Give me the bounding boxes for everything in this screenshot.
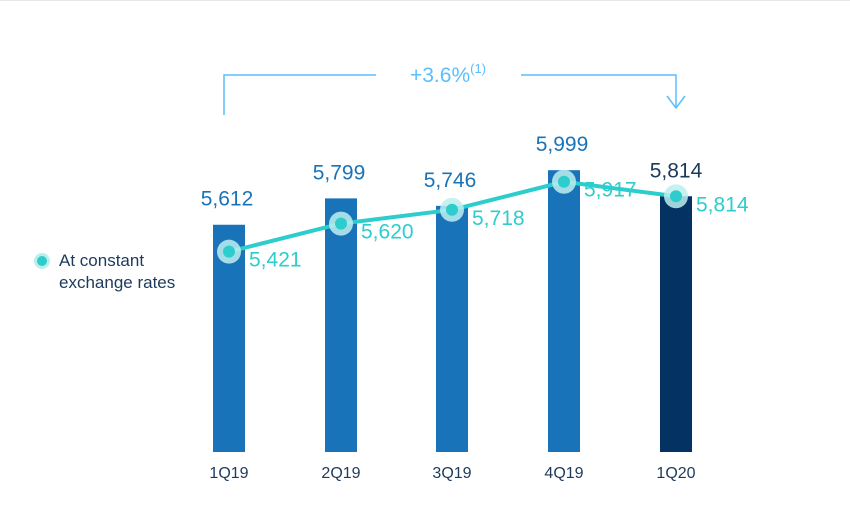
x-tick-label: 4Q19: [544, 465, 583, 482]
growth-annotation: +3.6%(1): [410, 61, 486, 87]
bar-value-label: 5,999: [536, 133, 589, 156]
bar-value-label: 5,612: [201, 188, 254, 211]
bar-value-label: 5,799: [313, 161, 366, 184]
line-value-label: 5,620: [361, 221, 414, 244]
bar-4q19: [548, 170, 580, 452]
x-tick-label: 1Q19: [209, 465, 248, 482]
top-divider: [0, 0, 850, 1]
growth-annotation-footnote: (1): [470, 61, 486, 76]
annotation-arrow-icon: [666, 95, 686, 109]
legend-label: At constant exchange rates: [59, 251, 176, 292]
line-point: [670, 190, 682, 203]
bar-value-label: 5,746: [424, 169, 477, 192]
legend: At constant exchange rates: [34, 250, 184, 294]
bar-value-label: 5,814: [650, 159, 703, 182]
line-value-label: 5,421: [249, 249, 302, 272]
bar-3q19: [436, 205, 468, 452]
line-value-label: 5,718: [472, 207, 525, 230]
bar-2q19: [325, 198, 357, 452]
x-tick-label: 1Q20: [656, 465, 695, 482]
x-tick-label: 2Q19: [321, 465, 360, 482]
growth-annotation-value: +3.6%: [410, 64, 470, 87]
line-point: [335, 217, 347, 230]
line-point: [558, 175, 570, 188]
line-value-label: 5,814: [696, 193, 749, 216]
annotation-bracket-right: [521, 74, 677, 108]
line-value-label: 5,917: [584, 179, 637, 202]
x-tick-label: 3Q19: [432, 465, 471, 482]
line-point: [446, 203, 458, 216]
bar-1q20: [660, 196, 692, 452]
line-point: [223, 245, 235, 258]
annotation-bracket-left: [223, 74, 376, 115]
legend-marker-icon: [37, 256, 47, 266]
